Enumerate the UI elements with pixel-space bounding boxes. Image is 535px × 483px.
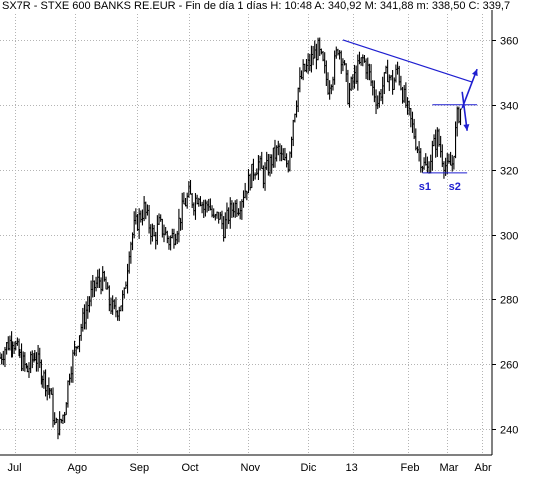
chart-header: SX7R - STXE 600 BANKS RE.EUR - Fin de dí… [2, 0, 511, 12]
price-series [0, 37, 463, 440]
x-tick-label: Sep [130, 462, 150, 474]
target-arrow-down-head [463, 124, 470, 131]
resistance-trendline [342, 39, 473, 83]
target-arrow-down [461, 91, 468, 131]
x-tick-label: Dic [301, 462, 317, 474]
x-tick-label: Oct [182, 462, 199, 474]
y-tick-label: 260 [500, 360, 518, 372]
x-tick-label: Jul [8, 462, 22, 474]
x-tick-label: 13 [346, 462, 358, 474]
chart-axes: 240 260 280 300 320 340 360 Jul Ago Sep Oct Nov Dic 1… [0, 10, 518, 474]
annotation-label: s1 [419, 181, 431, 193]
y-tick-label: 340 [500, 101, 518, 113]
y-tick-label: 280 [500, 295, 518, 307]
y-tick-label: 320 [500, 166, 518, 178]
x-tick-label: Mar [440, 462, 459, 474]
y-tick-label: 300 [500, 231, 518, 243]
x-tick-label: Abr [475, 462, 492, 474]
y-tick-label: 240 [500, 425, 518, 437]
target-arrow-up-head [471, 69, 478, 77]
chart-annotations: s1 s2 [342, 39, 478, 193]
x-tick-label: Feb [401, 462, 420, 474]
y-tick-label: 360 [500, 36, 518, 48]
x-tick-label: Ago [68, 462, 88, 474]
chart-grid [0, 14, 492, 455]
target-arrow-up [461, 68, 478, 109]
annotation-label: s2 [449, 181, 461, 193]
x-tick-label: Nov [241, 462, 261, 474]
